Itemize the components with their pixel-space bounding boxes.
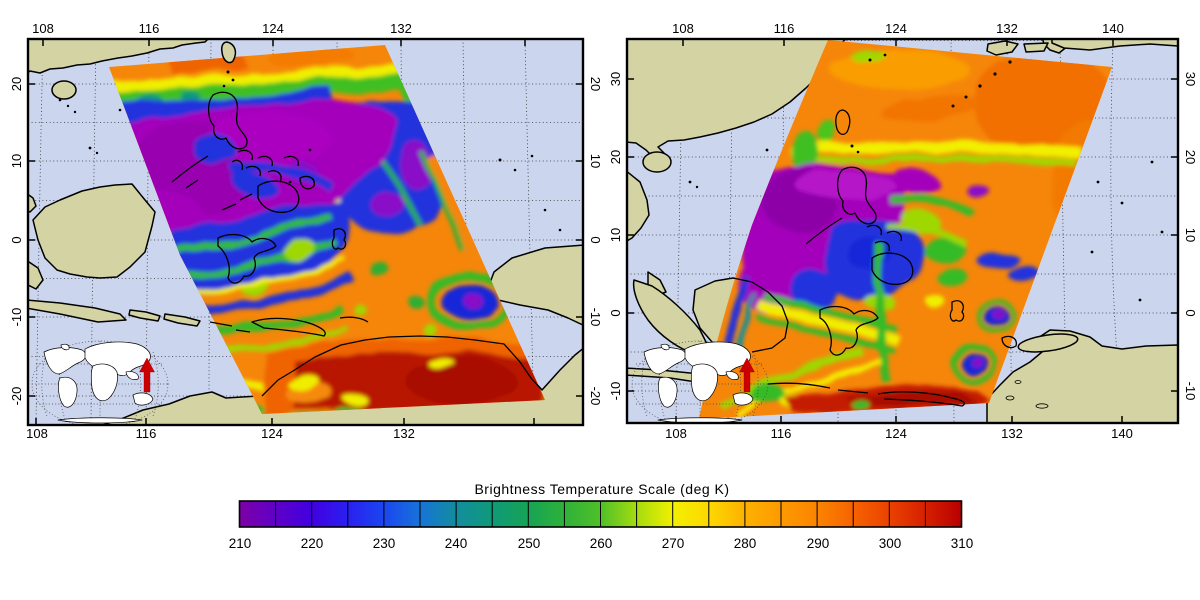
svg-text:-10: -10 [588,308,603,327]
svg-text:108: 108 [32,21,54,36]
svg-text:20: 20 [1183,150,1198,164]
svg-text:0: 0 [588,236,603,243]
svg-text:280: 280 [734,536,757,551]
svg-text:0: 0 [9,236,24,243]
svg-text:124: 124 [262,21,284,36]
svg-text:10: 10 [588,154,603,168]
svg-text:230: 230 [373,536,396,551]
svg-text:-20: -20 [588,387,603,406]
svg-text:140: 140 [1102,21,1124,36]
svg-text:270: 270 [662,536,685,551]
svg-text:20: 20 [9,77,24,91]
svg-text:-10: -10 [9,308,24,327]
svg-text:30: 30 [608,72,623,86]
svg-text:290: 290 [807,536,830,551]
svg-text:260: 260 [590,536,613,551]
svg-text:0: 0 [608,309,623,316]
svg-text:108: 108 [672,21,694,36]
svg-text:-10: -10 [1183,382,1198,401]
svg-text:108: 108 [26,426,48,441]
svg-text:116: 116 [774,21,795,36]
svg-text:140: 140 [1111,426,1133,441]
svg-text:10: 10 [608,228,623,242]
svg-text:132: 132 [996,21,1018,36]
svg-text:124: 124 [885,21,907,36]
svg-text:20: 20 [588,77,603,91]
svg-text:30: 30 [1183,72,1198,86]
svg-text:0: 0 [1183,309,1198,316]
svg-text:20: 20 [608,150,623,164]
svg-text:10: 10 [1183,228,1198,242]
svg-text:108: 108 [665,426,687,441]
svg-text:116: 116 [139,21,160,36]
svg-text:124: 124 [885,426,907,441]
svg-text:132: 132 [390,21,412,36]
svg-text:116: 116 [771,426,792,441]
svg-text:124: 124 [261,426,283,441]
svg-text:132: 132 [393,426,415,441]
svg-text:-20: -20 [9,387,24,406]
svg-text:132: 132 [1001,426,1023,441]
svg-text:310: 310 [951,536,974,551]
svg-text:220: 220 [301,536,324,551]
svg-text:-10: -10 [608,382,623,401]
svg-text:240: 240 [445,536,468,551]
svg-text:210: 210 [229,536,252,551]
svg-text:10: 10 [9,154,24,168]
svg-text:116: 116 [136,426,157,441]
svg-text:300: 300 [879,536,902,551]
svg-text:250: 250 [518,536,541,551]
svg-text:Brightness Temperature Scale (: Brightness Temperature Scale (deg K) [474,481,729,497]
